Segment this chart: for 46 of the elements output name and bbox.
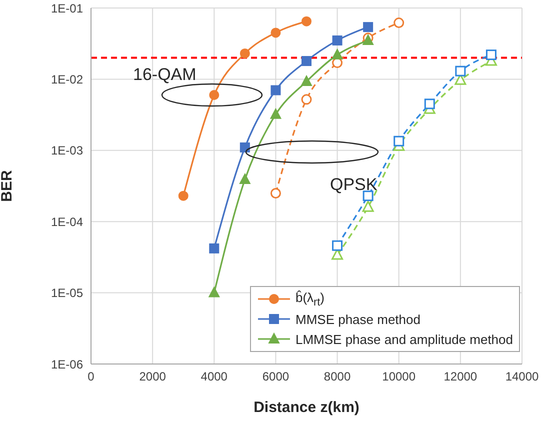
x-tick-label: 0 — [88, 370, 95, 384]
point — [301, 75, 312, 86]
point — [240, 142, 250, 152]
legend-label: b̂(λ$_{rt}$) — [295, 290, 325, 308]
point — [209, 243, 220, 254]
point — [424, 98, 435, 110]
point — [240, 48, 250, 58]
point — [178, 190, 188, 201]
annotation: 16-QAM — [133, 65, 196, 84]
x-axis-title: Distance z(km) — [254, 399, 360, 416]
x-tick-label: 6000 — [262, 370, 290, 384]
point — [332, 240, 343, 251]
x-tick-label: 10000 — [382, 370, 416, 384]
y-tick-label: 1E-02 — [50, 72, 84, 86]
point — [332, 35, 342, 46]
x-tick-label: 14000 — [505, 370, 540, 384]
point — [332, 48, 343, 60]
y-tick-label: 1E-05 — [50, 286, 84, 300]
y-tick-label: 1E-06 — [50, 357, 84, 372]
x-tick-label: 4000 — [200, 370, 228, 384]
point — [486, 50, 496, 60]
point — [270, 85, 281, 96]
annotation: QPSK — [330, 175, 378, 194]
point — [208, 286, 220, 298]
x-tick-label: 12000 — [444, 370, 478, 384]
point — [270, 188, 281, 199]
x-tick-label: 2000 — [139, 370, 166, 384]
x-tick-label: 8000 — [324, 370, 351, 384]
point — [209, 90, 220, 100]
point — [302, 16, 312, 26]
legend-label: MMSE phase method — [295, 312, 420, 326]
point — [455, 66, 466, 76]
y-tick-label: 1E-03 — [50, 144, 84, 158]
point — [270, 28, 281, 38]
y-tick-label: 1E-01 — [50, 1, 84, 16]
point — [239, 174, 250, 184]
y-axis-title: BER — [0, 170, 16, 202]
y-tick-label: 1E-04 — [50, 214, 84, 229]
point — [363, 22, 374, 32]
point — [362, 200, 374, 212]
point — [302, 56, 312, 66]
point — [270, 108, 282, 119]
point — [394, 136, 404, 146]
legend-label: LMMSE phase and amplitude method — [295, 332, 513, 346]
point — [301, 94, 312, 105]
point — [394, 18, 404, 28]
